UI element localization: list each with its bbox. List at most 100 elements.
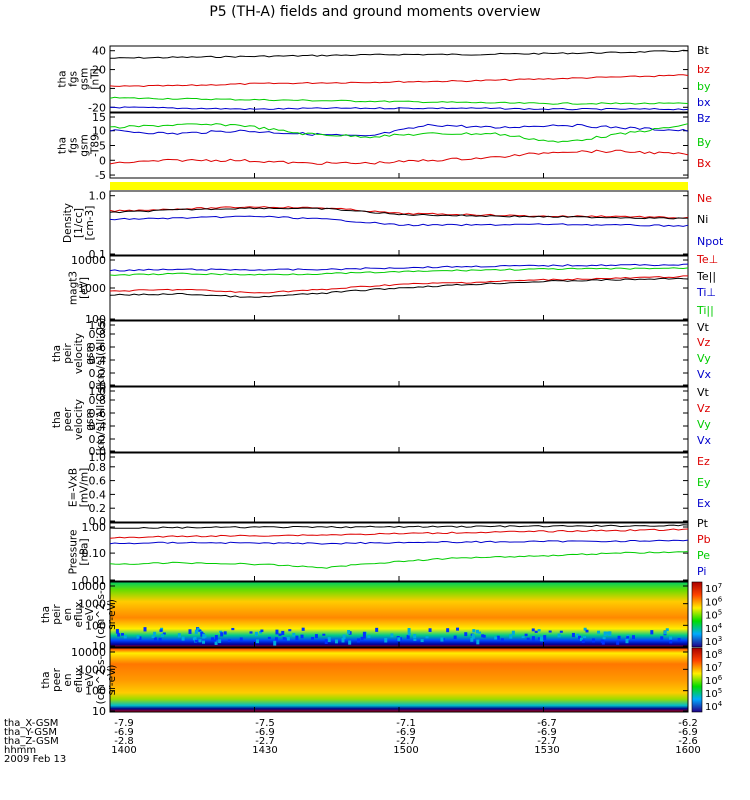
y-tick-label: 0.2 xyxy=(89,367,107,380)
y-axis-label: [1/cc] xyxy=(73,208,85,238)
spectrogram-speckle xyxy=(669,639,673,644)
y-axis-label: sr-eV) xyxy=(106,599,118,630)
legend-By: By xyxy=(697,136,712,149)
y-tick-label: 1000 xyxy=(78,663,106,676)
y-axis-label: gsm xyxy=(79,134,91,156)
y-tick-label: 1.0 xyxy=(89,190,107,203)
spectrogram-speckle xyxy=(362,631,366,636)
y-axis-label: [nT] xyxy=(90,68,102,89)
spectrogram-speckle xyxy=(143,627,147,632)
spectrogram-speckle xyxy=(420,639,424,643)
spectrogram-speckle xyxy=(202,640,206,644)
spectrogram-speckle xyxy=(663,630,667,635)
spectrogram-speckle xyxy=(311,637,315,640)
y-tick-label: 10000 xyxy=(71,580,106,593)
series-Te⊥ xyxy=(109,275,688,294)
y-tick-label: 0.01 xyxy=(82,574,107,587)
spectrogram-speckle xyxy=(219,630,223,633)
y-tick-label: 0.6 xyxy=(89,341,107,354)
y-axis-label: tha xyxy=(51,345,63,362)
x-row-value: -6.9 xyxy=(678,727,698,738)
spectrogram-speckle xyxy=(677,638,681,642)
y-tick-label: 0.1 xyxy=(89,248,107,261)
spectrogram-speckle xyxy=(526,637,530,640)
spectrogram-speckle xyxy=(471,633,475,639)
series-Te|| xyxy=(109,277,689,298)
y-axis-label: -T89 xyxy=(90,134,102,157)
spectrogram-speckle xyxy=(397,637,401,641)
panel-frame xyxy=(109,190,689,256)
spectrogram-speckle xyxy=(198,639,202,643)
y-tick-label: 10 xyxy=(92,705,106,718)
y-tick-label: 1.0 xyxy=(89,451,107,464)
legend-Te⊥: Te⊥ xyxy=(696,253,718,266)
legend-bz: bz xyxy=(697,63,710,76)
x-row-value: 1530 xyxy=(534,745,559,756)
series-Ni xyxy=(109,207,689,220)
spectrogram-speckle xyxy=(602,636,606,640)
y-axis-label: peer xyxy=(51,667,63,692)
spectrogram-speckle xyxy=(341,638,345,643)
legend-Ey: Ey xyxy=(697,476,711,489)
y-axis-label: tha xyxy=(57,137,69,154)
y-axis-label: (cm^2-s- xyxy=(95,590,107,639)
spectrogram-speckle xyxy=(470,637,474,642)
series-Pb xyxy=(109,528,689,539)
spectrogram-speckle xyxy=(413,634,417,639)
legend-Vy: Vy xyxy=(697,418,711,431)
x-row-value: -2.7 xyxy=(255,736,275,747)
legend-Vx: Vx xyxy=(697,434,712,447)
series-bz xyxy=(109,74,689,88)
series-Ti|| xyxy=(109,267,689,276)
y-tick-label: 0 xyxy=(99,154,106,167)
y-tick-label: 1.0 xyxy=(89,319,107,332)
spectrogram-speckle xyxy=(281,630,285,636)
spectrogram-speckle xyxy=(456,627,460,631)
spectrogram-speckle xyxy=(360,636,364,641)
spectrogram-speckle xyxy=(557,633,561,638)
spectrogram-speckle xyxy=(631,635,635,640)
y-axis-label: tha xyxy=(57,70,69,87)
y-axis-label: [km/s](All Qs) xyxy=(95,384,107,456)
y-tick-label: 15 xyxy=(92,111,106,124)
colorbar-label: 107 xyxy=(705,582,722,595)
y-axis-label: en xyxy=(62,673,74,686)
spectrogram-speckle xyxy=(579,637,583,641)
x-row-value: -2.8 xyxy=(114,736,134,747)
spectrogram-speckle xyxy=(446,628,450,633)
series-Bz xyxy=(109,123,689,137)
x-row-value: -2.7 xyxy=(537,736,557,747)
colorbar-label: 106 xyxy=(705,674,723,687)
y-tick-label: 20 xyxy=(92,64,106,77)
spectrogram-speckle xyxy=(286,636,290,641)
spectrogram-speckle xyxy=(428,628,432,633)
spectrogram-speckle xyxy=(524,633,528,637)
y-axis-label: Pressure xyxy=(68,530,80,575)
colorbar-label: 105 xyxy=(705,609,722,622)
spectrogram-speckle xyxy=(322,633,326,636)
spectrogram-speckle xyxy=(193,636,197,641)
spectrogram-speckle xyxy=(218,639,222,644)
y-axis-label: peer xyxy=(62,407,74,432)
spectrogram-speckle xyxy=(194,629,198,635)
spectrogram-speckle xyxy=(531,628,535,632)
y-tick-label: 1000 xyxy=(78,282,106,295)
spectrogram-speckle xyxy=(159,629,163,632)
legend-Ex: Ex xyxy=(697,497,711,510)
spectrogram-speckle xyxy=(367,635,371,638)
spectrogram-speckle xyxy=(292,632,296,637)
x-row-value: -6.9 xyxy=(396,727,416,738)
spectrogram-speckle xyxy=(660,636,664,640)
spectrogram-speckle xyxy=(210,637,214,641)
spectrogram-speckle xyxy=(665,628,669,632)
spectrogram-speckle xyxy=(259,631,263,634)
spectrogram-speckle xyxy=(227,639,231,642)
y-tick-label: 0.6 xyxy=(89,475,107,488)
spectrogram-speckle xyxy=(413,638,417,641)
y-tick-label: 0.2 xyxy=(89,502,107,515)
x-row-value: 1430 xyxy=(252,745,277,756)
spectrogram-speckle xyxy=(260,629,264,633)
chart-title: P5 (TH-A) fields and ground moments over… xyxy=(209,4,541,20)
legend-Pt: Pt xyxy=(697,517,709,530)
